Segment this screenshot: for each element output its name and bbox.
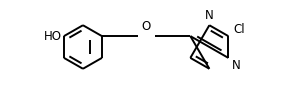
Text: N: N	[205, 9, 214, 22]
Text: N: N	[231, 59, 240, 72]
Text: HO: HO	[43, 30, 62, 43]
Text: O: O	[141, 20, 151, 33]
Text: Cl: Cl	[233, 23, 244, 36]
